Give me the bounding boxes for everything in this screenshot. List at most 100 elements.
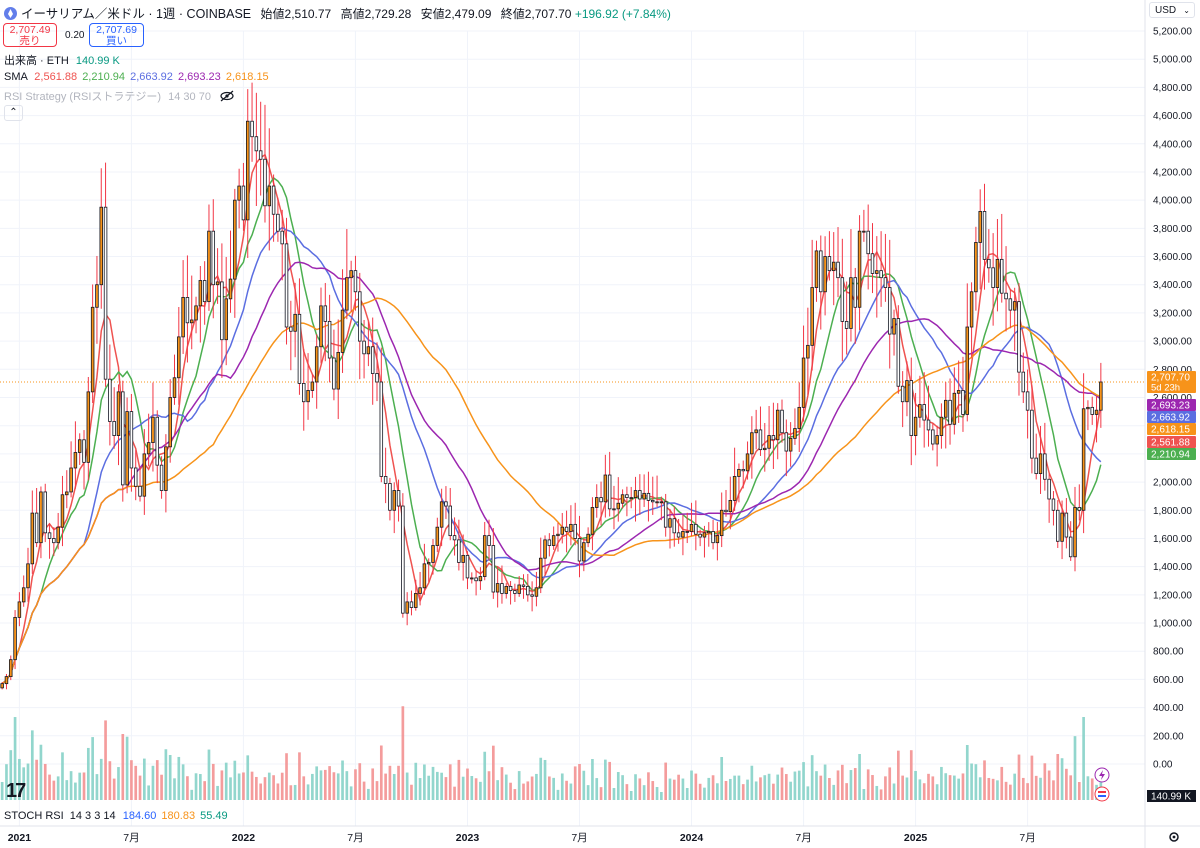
candle-body [267, 185, 272, 207]
candle-body [905, 380, 909, 403]
candle-body [125, 411, 129, 486]
candle-body [883, 277, 888, 288]
lightning-icon[interactable] [1094, 767, 1110, 783]
candle-body [780, 409, 784, 434]
volume-bar [453, 786, 456, 800]
candle-body [461, 554, 465, 563]
candle-body [849, 277, 853, 329]
price-tag [1147, 371, 1196, 393]
price-tick-label: 3,400.00 [1153, 280, 1192, 291]
candle-body [926, 419, 931, 431]
sma-label: SMA [4, 71, 28, 83]
sma-legend[interactable]: SMA 2,561.88 2,210.94 2,663.92 2,693.23 … [4, 71, 269, 83]
candle-body [353, 270, 358, 293]
candle-body [668, 518, 672, 528]
price-tag-label: 2,693.23 [1151, 401, 1190, 412]
volume-bar [22, 767, 26, 800]
volume-bar [392, 774, 396, 800]
candle-body [560, 526, 565, 535]
candle-body [405, 601, 409, 614]
change-value: +196.92 (+7.84%) [574, 7, 671, 21]
volume-bar [255, 776, 258, 800]
sma-line-2 [1, 176, 1102, 685]
volume-bar [625, 784, 629, 800]
volume-bar [642, 785, 646, 800]
candle-body [827, 256, 832, 272]
volume-bar [504, 774, 508, 800]
chart-header: イーサリアム／米ドル · 1週 · COINBASE 始値2,510.77 高値… [4, 3, 671, 22]
candle-body [526, 585, 530, 596]
candle-body [685, 531, 689, 533]
price-tag-label: 2,663.92 [1151, 413, 1190, 424]
price-tag-label: 2,561.88 [1151, 438, 1190, 449]
candle-body [913, 416, 918, 436]
candle-body [1081, 408, 1086, 511]
candle-body [577, 538, 582, 562]
settings-gear-icon[interactable] [1168, 831, 1180, 843]
eye-hidden-icon[interactable] [220, 90, 234, 102]
candle-body [870, 253, 875, 274]
volume-bar [479, 781, 482, 800]
currency-selector[interactable]: USD ⌄ [1149, 2, 1195, 18]
stoch-rsi-legend[interactable]: STOCH RSI 14 3 3 14 184.60 180.83 55.49 [4, 810, 228, 822]
sell-button[interactable]: 2,707.49 売り [3, 23, 57, 47]
volume-bar [660, 792, 663, 800]
volume-bar [599, 787, 603, 800]
collapse-legend-button[interactable]: ⌃ [4, 105, 23, 121]
volume-bar [935, 784, 939, 800]
candle-body [1017, 301, 1021, 373]
symbol-title[interactable]: イーサリアム／米ドル · 1週 · COINBASE [21, 7, 252, 21]
candle-body [302, 383, 306, 403]
volume-bar [466, 768, 469, 800]
volume-bar [970, 763, 973, 800]
volume-bar [1009, 784, 1012, 800]
candle-body [521, 584, 526, 587]
volume-value: 140.99 K [75, 55, 120, 67]
volume-bar [677, 774, 680, 800]
price-tick-label: 600.00 [1153, 675, 1184, 686]
candle-body [73, 452, 78, 469]
candle-body [961, 390, 965, 415]
volume-bar [474, 778, 478, 800]
volume-bar [707, 777, 711, 800]
volume-bar [358, 763, 362, 800]
volume-legend[interactable]: 出来高 · ETH 140.99 K [4, 52, 120, 68]
open-value: 2,510.77 [284, 7, 332, 21]
candle-body [1073, 507, 1077, 558]
price-tick-label: 4,000.00 [1153, 196, 1192, 207]
candle-body [388, 483, 392, 511]
candle-body [1043, 453, 1047, 480]
time-tick-label: 7月 [795, 832, 811, 844]
volume-bar [724, 781, 728, 800]
time-tick-label: 2023 [456, 832, 480, 844]
volume-bar [616, 772, 620, 800]
buy-label: 買い [106, 35, 127, 47]
volume-bar [362, 781, 366, 800]
volume-bar [319, 770, 323, 800]
volume-bar [199, 774, 202, 800]
volume-bar [940, 766, 943, 800]
volume-bar [9, 750, 13, 800]
buy-button[interactable]: 2,707.69 買い [89, 23, 144, 47]
price-tag [1147, 411, 1196, 423]
volume-bar [582, 770, 586, 800]
candle-body [987, 258, 991, 269]
candle-body [956, 390, 961, 394]
volume-bar [836, 770, 840, 800]
candle-body [220, 281, 224, 341]
volume-bar [117, 767, 120, 800]
candle-body [719, 509, 724, 537]
volume-bar [367, 788, 370, 800]
candle-body [228, 278, 233, 300]
rsi-legend[interactable]: RSI Strategy (RSIストラテジー) 14 30 70 [4, 88, 234, 104]
volume-bar [168, 755, 172, 800]
candle-body [569, 523, 573, 532]
price-tick-label: 4,200.00 [1153, 167, 1192, 178]
candle-body [409, 601, 414, 608]
volume-bar [5, 764, 8, 800]
flag-icon[interactable] [1094, 786, 1110, 802]
rsi-params: 14 30 70 [168, 91, 211, 103]
candle-body [103, 206, 108, 380]
candle-body [90, 306, 95, 393]
